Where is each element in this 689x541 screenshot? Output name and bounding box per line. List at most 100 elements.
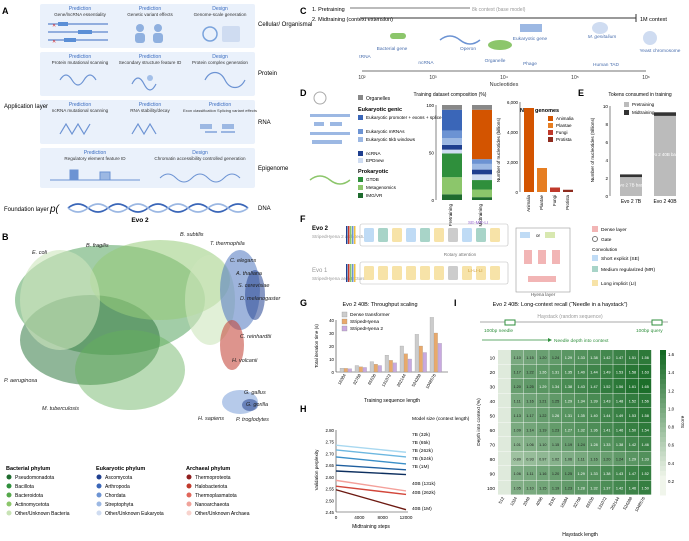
cell-value: 1.15 — [526, 356, 533, 360]
scale-band — [660, 412, 666, 419]
heatmap-cell — [638, 466, 652, 481]
scale-tick: 0.6 — [668, 443, 675, 448]
heatmap-cell — [638, 451, 652, 466]
perplexity-chart: 2.45 2.50 2.55 2.60 2.65 2.70 2.75 2.80 0 4000 800… — [314, 416, 470, 530]
ncbi-bar — [550, 187, 560, 192]
stack-segment — [442, 194, 462, 200]
legend-dot — [186, 483, 192, 489]
card-head: Prediction — [69, 102, 91, 108]
cell-value: 1.24 — [552, 356, 559, 360]
stack-segment — [472, 105, 492, 110]
y-tick: 0 — [516, 190, 519, 195]
ncbi-bar — [524, 108, 534, 192]
rotary-label: Rotary attention — [444, 252, 477, 257]
stack-segment — [442, 144, 462, 150]
se-mr-li-label: SE-MR-LI — [468, 220, 488, 225]
scale-item: ncRNA — [418, 60, 434, 66]
token-stripe — [354, 264, 356, 282]
recall-title: Evo 2 40B: Long-context recall (“Needle … — [493, 302, 628, 308]
cell-value: 1.32 — [590, 486, 597, 490]
x-tick: 1048576 — [424, 372, 437, 389]
token-stripe — [354, 226, 356, 244]
cell-value: 1.25 — [526, 385, 533, 389]
evo2-arch-name: Evo 2 — [312, 226, 329, 232]
cell-value: 1.42 — [616, 486, 623, 490]
species-label: A. thaliana — [235, 271, 262, 277]
heatmap-cell — [574, 466, 588, 481]
scale-band — [660, 432, 666, 438]
throughput-bar — [339, 368, 344, 373]
legend-label: Pretraining — [632, 102, 655, 107]
throughput-bar — [347, 368, 352, 373]
euk-item: Eukaryotic promoter + exons + splice sit… — [366, 115, 453, 120]
scale-band — [660, 379, 666, 385]
series-label: 7B (1M) — [412, 464, 429, 470]
cell-value: 1.32 — [578, 428, 585, 432]
panel-f: F Evo 2 StripedHyena 2 architecture Evo … — [300, 214, 656, 297]
heatmap-cell — [523, 480, 536, 495]
cell-value: 1.06 — [514, 472, 521, 476]
heatmap-cell — [498, 408, 511, 423]
throughput-bar — [377, 365, 382, 373]
dna-helix-icon — [67, 203, 249, 213]
y-tick: 50 — [429, 151, 435, 156]
panel-g: G Evo 2 40B: Throughput scaling 0 10 20 30 4… — [300, 298, 448, 404]
heatmap-cell — [498, 451, 511, 466]
legend-label: Plantae — [556, 123, 572, 128]
evo1-arch-type: StripedHyena architecture — [312, 276, 366, 281]
cell-value: 1.35 — [565, 370, 572, 374]
bar-note: Evo 2 7B base — [617, 183, 646, 188]
throughput-bar — [373, 364, 378, 373]
col-label: 8192 — [547, 495, 556, 506]
legend-dot — [96, 501, 102, 507]
heatmap-cell — [536, 350, 549, 365]
heatmap-cell — [638, 408, 652, 423]
heatmap-cell — [523, 408, 536, 423]
legend-swatch — [358, 193, 363, 198]
heatmap-cell — [626, 451, 639, 466]
legend-swatch — [592, 255, 598, 261]
arch-block — [378, 228, 388, 242]
token-stripe — [348, 226, 350, 244]
axis-title: Nucleotides — [490, 82, 519, 88]
legend-label: Dense layer — [601, 227, 627, 233]
legend-swatch — [358, 158, 363, 163]
heatmap-cell — [536, 466, 549, 481]
x-axis-label: Training sequence length — [364, 398, 420, 404]
euk-item: EPDnew — [366, 158, 385, 163]
cell-value: 1.17 — [514, 370, 521, 374]
heatmap-cell — [510, 422, 524, 437]
series-label: 40B (262k) — [412, 490, 436, 496]
card-head: Design — [212, 54, 228, 60]
legend-swatch — [592, 266, 598, 272]
panel-b-letter: B — [2, 232, 9, 242]
heatmap-cell — [626, 480, 639, 495]
legend-label: Animalia — [556, 116, 574, 121]
row-label: 40 — [490, 399, 496, 405]
scale-band — [660, 451, 666, 457]
cell-value: 1.38 — [565, 385, 572, 389]
heatmap-cell — [587, 350, 600, 365]
legend-dot — [186, 474, 192, 480]
heatmap-cell — [549, 437, 562, 452]
y-tick: 2.45 — [325, 510, 334, 515]
series-label: 40B (131k) — [412, 481, 436, 487]
species-label: H. volcanii — [232, 358, 258, 364]
organelles-label: Organelles — [366, 96, 391, 102]
throughput-bar — [418, 345, 423, 373]
heatmap-cell — [549, 364, 562, 379]
heatmap-cell — [510, 393, 524, 408]
cell-value: 1.10 — [539, 443, 546, 447]
scale-item: Phage — [523, 61, 537, 67]
scale-band — [660, 490, 666, 496]
query-box — [651, 319, 663, 326]
heatmap-cell — [562, 480, 575, 495]
x-tick: Animalia — [526, 194, 531, 211]
legend-swatch — [592, 280, 598, 286]
throughput-bar — [384, 355, 389, 373]
legend-label: Thermoproteota — [195, 475, 231, 481]
heatmap-cell — [613, 350, 626, 365]
legend-swatch — [358, 151, 363, 156]
y-tick: 2.75 — [325, 440, 334, 445]
stack-segment — [442, 130, 462, 139]
